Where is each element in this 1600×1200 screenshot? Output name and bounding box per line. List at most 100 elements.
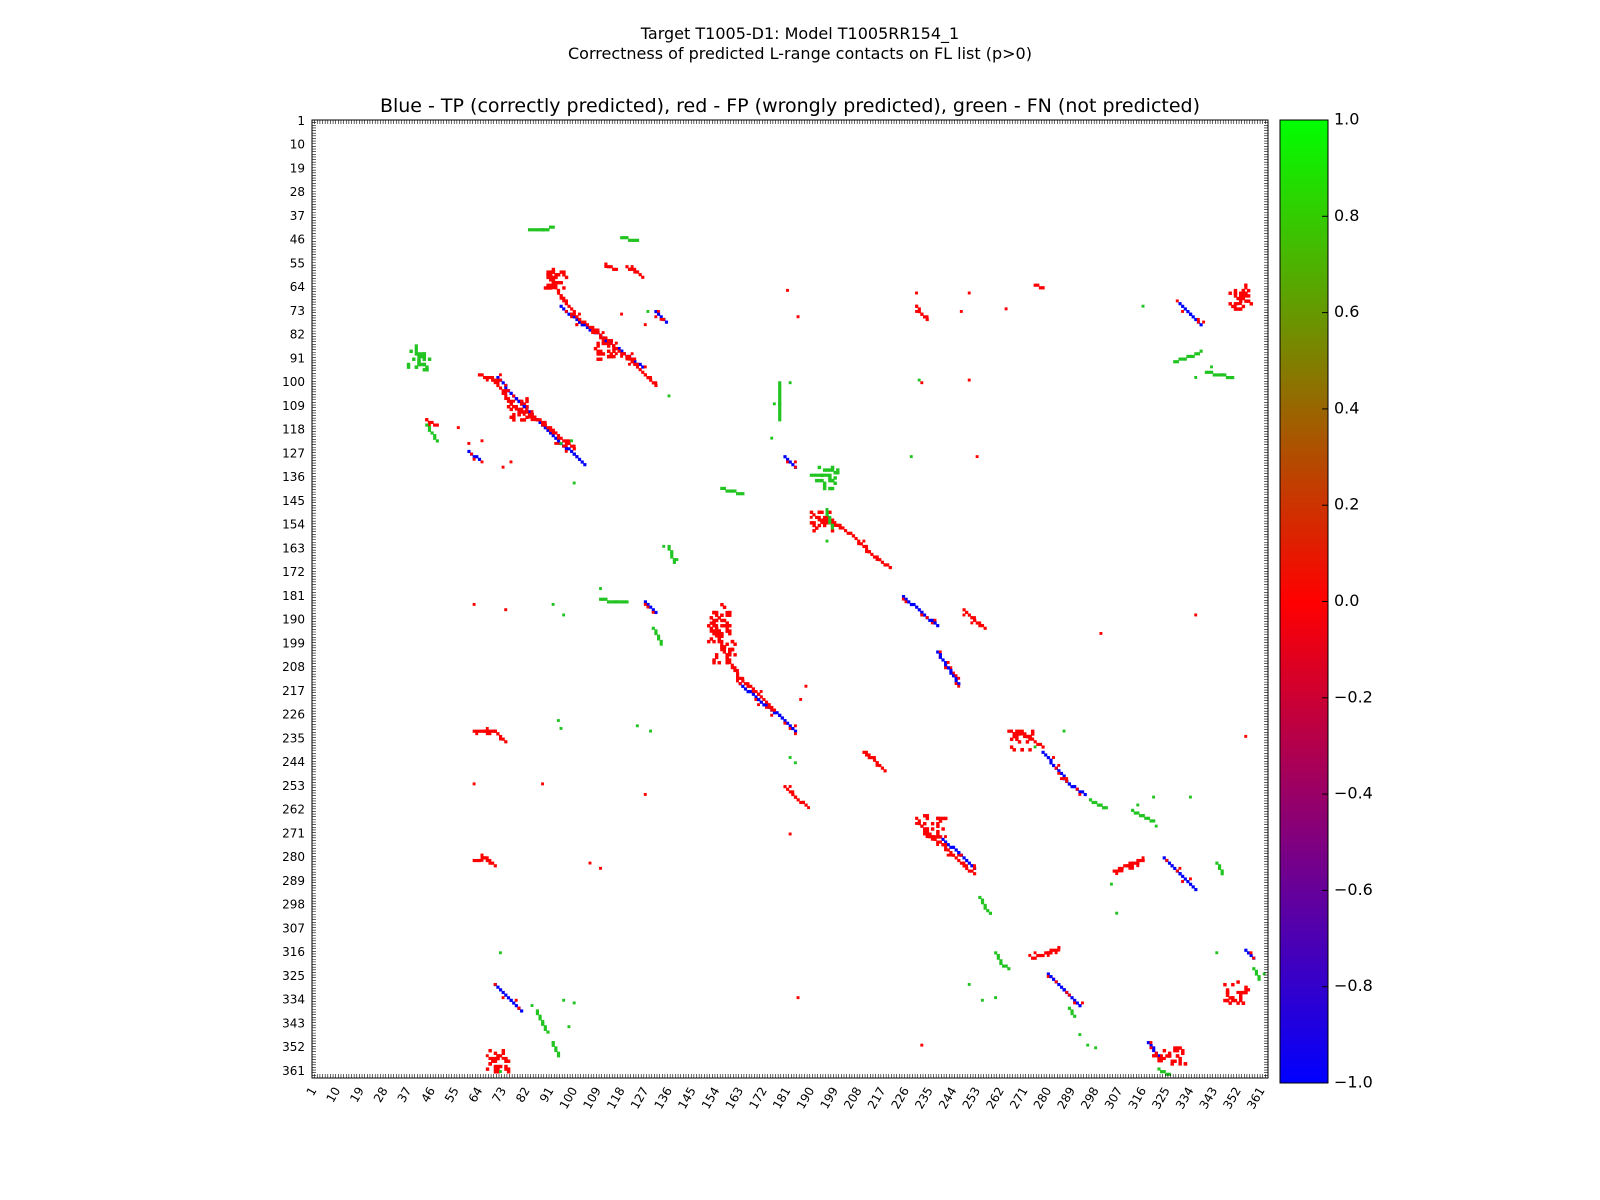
- contact-cell-fp: [949, 666, 953, 670]
- contact-cell-fp: [617, 349, 621, 353]
- contact-cell-tp: [1049, 761, 1053, 765]
- contact-cell-tp: [654, 310, 658, 314]
- contact-cell-fp: [862, 539, 866, 543]
- contact-cell-fp: [609, 265, 613, 269]
- contact-cell-fp: [786, 288, 789, 292]
- contact-cell-fn: [830, 465, 835, 470]
- plot-frame: [311, 119, 1269, 1079]
- contact-cell-tp: [551, 434, 555, 438]
- contact-cell-fn: [551, 225, 555, 229]
- contact-cell-fp: [1160, 1056, 1164, 1061]
- contact-cell-fp: [504, 1064, 508, 1069]
- contact-cell-fp: [638, 368, 642, 372]
- contact-cell-fp: [936, 816, 940, 821]
- contact-cell-fp: [475, 729, 479, 733]
- contact-cell-fp: [1007, 729, 1011, 733]
- contact-cell-fp: [1020, 748, 1024, 752]
- contact-cell-fp: [730, 647, 735, 652]
- contact-cell-fn: [1070, 1012, 1074, 1016]
- contact-cell-fp: [717, 637, 721, 641]
- contact-cell-tp: [933, 621, 937, 625]
- contact-cell-fn: [1262, 972, 1266, 976]
- contact-cell-fn: [996, 956, 1000, 960]
- contact-cell-fn: [667, 547, 671, 551]
- contact-cell-fp: [843, 529, 848, 533]
- contact-cell-fp: [1241, 990, 1245, 995]
- contact-cell-fn: [551, 1041, 555, 1044]
- contact-cell-fp: [954, 856, 958, 860]
- contact-cell-fp: [517, 412, 521, 417]
- contact-cell-fn: [1146, 816, 1151, 820]
- contact-cell-tp: [907, 600, 911, 604]
- contact-cell-fp: [496, 732, 500, 736]
- contact-cell-fn: [1231, 375, 1235, 380]
- contact-cell-fp: [1233, 291, 1238, 295]
- contact-cell-fp: [725, 661, 729, 665]
- contact-cell-fp: [978, 621, 982, 625]
- contact-cell-fn: [1099, 803, 1103, 807]
- contact-cell-fp: [1067, 993, 1071, 997]
- contact-cell-fp: [712, 631, 716, 636]
- contact-cell-fp: [491, 729, 494, 733]
- contact-cell-fp: [554, 431, 558, 435]
- contact-cell-fp: [925, 835, 929, 839]
- contact-cell-fn: [601, 597, 605, 601]
- contact-cell-fp: [477, 373, 481, 377]
- contact-cell-tp: [1181, 874, 1185, 878]
- contact-cell-fp: [577, 317, 582, 322]
- contact-cell-tp: [1199, 323, 1203, 327]
- x-tick-label: 127: [628, 1085, 652, 1112]
- contact-cell-tp: [783, 719, 787, 723]
- contact-cell-tp: [620, 349, 624, 353]
- contact-cell-fp: [496, 1067, 500, 1071]
- contact-cell-fp: [720, 647, 724, 652]
- contact-cell-fn: [1257, 975, 1261, 979]
- contact-cell-fp: [1149, 1046, 1153, 1050]
- contact-cell-fn: [978, 895, 982, 900]
- contact-cell-fp: [467, 441, 471, 445]
- contact-cell-tp: [517, 399, 521, 403]
- contact-cell-fp: [1041, 286, 1045, 290]
- y-tick-label: 226: [282, 708, 305, 722]
- contact-cell-fp: [1157, 1059, 1161, 1063]
- contact-cell-fp: [930, 835, 935, 839]
- contact-cell-fp: [714, 634, 718, 638]
- contact-cell-fp: [504, 1067, 508, 1071]
- contact-cell-tp: [751, 692, 755, 696]
- contact-cell-fp: [1181, 880, 1184, 883]
- contact-cell-fp: [498, 737, 502, 741]
- contact-cell-fn: [822, 468, 827, 472]
- contact-cell-fp: [562, 270, 566, 274]
- contact-cell-fp: [493, 378, 497, 382]
- y-tick-label: 334: [282, 993, 305, 1007]
- contact-cell-fn: [1104, 806, 1108, 810]
- contact-cell-fn: [1067, 1006, 1072, 1010]
- contact-cell-fp: [965, 866, 969, 871]
- contact-cell-fp: [925, 315, 929, 319]
- contact-cell-fp: [720, 639, 724, 644]
- contact-cell-fp: [904, 600, 908, 604]
- contact-cell-fp: [867, 753, 871, 757]
- contact-cell-fp: [733, 666, 737, 670]
- contact-cell-tp: [778, 713, 782, 717]
- contact-cell-fn: [1204, 370, 1208, 374]
- contact-cell-fp: [549, 278, 553, 282]
- contact-cell-fp: [862, 750, 866, 754]
- contact-cell-tp: [504, 386, 508, 390]
- y-tick-label: 127: [282, 446, 305, 460]
- contact-cell-fp: [967, 613, 971, 617]
- contact-cell-fn: [833, 476, 837, 480]
- contact-cell-fp: [965, 610, 969, 615]
- contact-cell-fp: [567, 304, 571, 308]
- contact-cell-fp: [933, 837, 937, 842]
- contact-cell-fp: [575, 323, 579, 327]
- contact-cell-fn: [556, 719, 560, 722]
- contact-cell-fp: [920, 312, 924, 316]
- contact-cell-fp: [925, 317, 929, 322]
- contact-cell-fp: [849, 531, 853, 535]
- contact-cell-fp: [606, 341, 611, 346]
- contact-cell-fp: [551, 283, 556, 288]
- contact-cell-fp: [596, 331, 600, 335]
- contact-cell-fp: [1041, 953, 1045, 957]
- contact-cell-fp: [1231, 998, 1235, 1003]
